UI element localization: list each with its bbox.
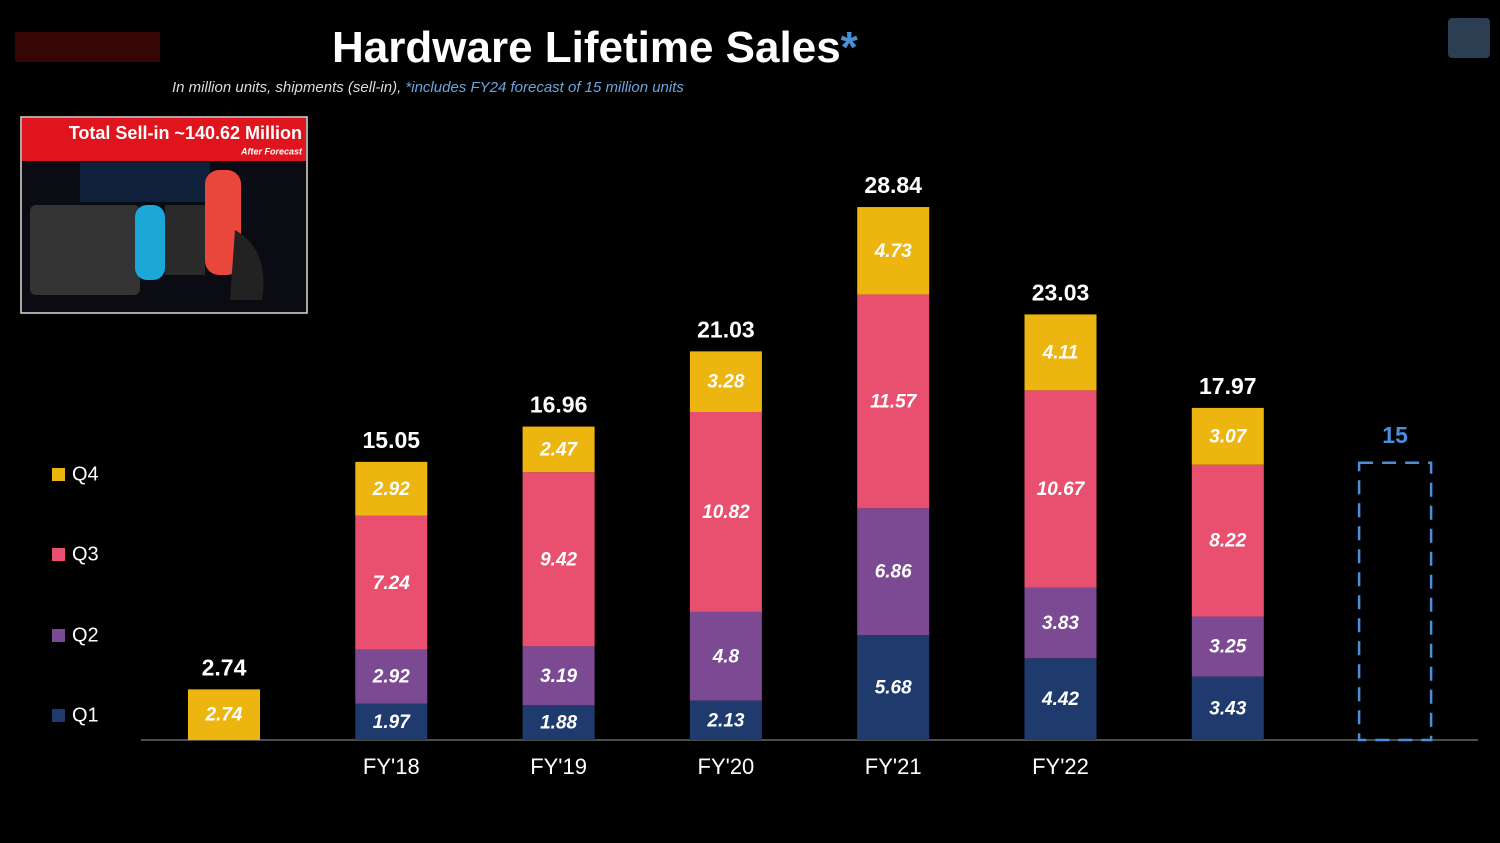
bar-segment bbox=[1191, 464, 1264, 617]
value-label: 4.8 bbox=[712, 646, 740, 667]
chart-title: Hardware Lifetime Sales* bbox=[332, 23, 859, 72]
value-label: 3.25 bbox=[1209, 637, 1246, 658]
bar-segment bbox=[522, 646, 595, 706]
callout-subtitle: After Forecast bbox=[240, 146, 303, 156]
value-label: 2.13 bbox=[706, 710, 744, 731]
value-label: 5.68 bbox=[875, 678, 912, 699]
x-tick-label: FY'18 bbox=[363, 754, 420, 779]
dock bbox=[30, 205, 140, 295]
callout-header bbox=[22, 118, 306, 161]
value-label: 10.82 bbox=[702, 502, 750, 523]
value-label: 1.88 bbox=[540, 713, 577, 734]
value-label: 11.57 bbox=[870, 391, 918, 412]
blurred-logo bbox=[15, 32, 160, 62]
plot: Q1 Q2 Q3 Q4 2.74 2.74 1.97 2.92 7.24 2.92 15.05 FY'… bbox=[52, 172, 1433, 779]
legend-label: Q2 bbox=[72, 624, 99, 646]
value-label: 3.19 bbox=[540, 666, 577, 687]
value-label: 2.92 bbox=[372, 479, 410, 500]
value-label: 3.43 bbox=[1209, 698, 1246, 719]
legend-label: Q3 bbox=[72, 543, 99, 565]
value-label: 2.47 bbox=[539, 439, 578, 460]
value-label: 3.83 bbox=[1042, 613, 1079, 634]
grip bbox=[230, 230, 264, 300]
bar-segment bbox=[1191, 676, 1264, 740]
value-label: 4.11 bbox=[1042, 342, 1079, 363]
bar-segment bbox=[857, 635, 930, 740]
bar-segment bbox=[689, 700, 762, 740]
value-label: 4.73 bbox=[874, 241, 912, 262]
bar-segment bbox=[188, 689, 260, 740]
value-label: 1.97 bbox=[373, 712, 411, 733]
total-label: 16.96 bbox=[530, 392, 588, 418]
total-label: 21.03 bbox=[697, 316, 755, 342]
joycon-red bbox=[205, 170, 241, 275]
value-label: 10.67 bbox=[1037, 479, 1086, 500]
total-label: 28.84 bbox=[864, 172, 922, 198]
logo-mark bbox=[1448, 18, 1490, 58]
value-label: 3.07 bbox=[1209, 426, 1247, 447]
bar-segment bbox=[522, 472, 595, 647]
value-label: 3.28 bbox=[707, 372, 744, 393]
value-label: 4.42 bbox=[1041, 689, 1079, 710]
bar-segment bbox=[857, 294, 930, 509]
screen-glow bbox=[80, 162, 210, 202]
bar-segment bbox=[857, 508, 930, 636]
bar-segment bbox=[522, 426, 595, 473]
bar-segment bbox=[689, 351, 762, 412]
total-label: 23.03 bbox=[1032, 279, 1090, 305]
bar-segment bbox=[355, 461, 428, 516]
bar-segment bbox=[689, 411, 762, 612]
bar-segment bbox=[1024, 658, 1097, 740]
joycon-blue bbox=[135, 205, 165, 280]
callout-title: Total Sell-in ~140.62 Million bbox=[69, 123, 302, 143]
x-tick-label: FY'22 bbox=[1032, 754, 1089, 779]
value-label: 9.42 bbox=[540, 549, 577, 570]
bar-segment bbox=[857, 207, 930, 295]
x-tick-label: FY'21 bbox=[865, 754, 922, 779]
console bbox=[165, 205, 205, 275]
bar-segment bbox=[689, 611, 762, 701]
total-label: 17.97 bbox=[1199, 373, 1257, 399]
legend-swatch bbox=[52, 629, 65, 642]
bar-segment bbox=[1024, 314, 1097, 391]
bar-segment bbox=[1191, 407, 1264, 465]
legend-swatch bbox=[52, 468, 65, 481]
value-label: 6.86 bbox=[875, 562, 912, 583]
legend-swatch bbox=[52, 709, 65, 722]
total-label: 2.74 bbox=[202, 654, 247, 680]
legend-label: Q4 bbox=[72, 463, 99, 485]
legend-label: Q1 bbox=[72, 704, 99, 726]
bar-segment bbox=[1191, 616, 1264, 677]
subtitle: In million units, shipments (sell-in), *… bbox=[172, 79, 684, 96]
value-label: 7.24 bbox=[373, 573, 410, 594]
legend-swatch bbox=[52, 548, 65, 561]
bar-segment bbox=[355, 515, 428, 650]
bar-segment bbox=[522, 705, 595, 740]
bar-segment bbox=[1024, 390, 1097, 588]
total-label: 15.05 bbox=[363, 427, 421, 453]
value-label: 2.74 bbox=[205, 705, 243, 726]
bar-segment bbox=[355, 703, 428, 740]
value-label: 2.92 bbox=[372, 667, 410, 688]
value-label: 8.22 bbox=[1209, 531, 1246, 552]
logo bbox=[1448, 18, 1490, 58]
forecast-bar bbox=[1357, 461, 1433, 742]
bar-segment bbox=[355, 649, 428, 704]
bar-segment bbox=[1024, 587, 1097, 659]
x-tick-label: FY'20 bbox=[698, 754, 755, 779]
total-label: 15 bbox=[1382, 422, 1408, 448]
x-tick-label: FY'19 bbox=[530, 754, 587, 779]
callout: Total Sell-in ~140.62 Million After Fore… bbox=[20, 116, 308, 314]
